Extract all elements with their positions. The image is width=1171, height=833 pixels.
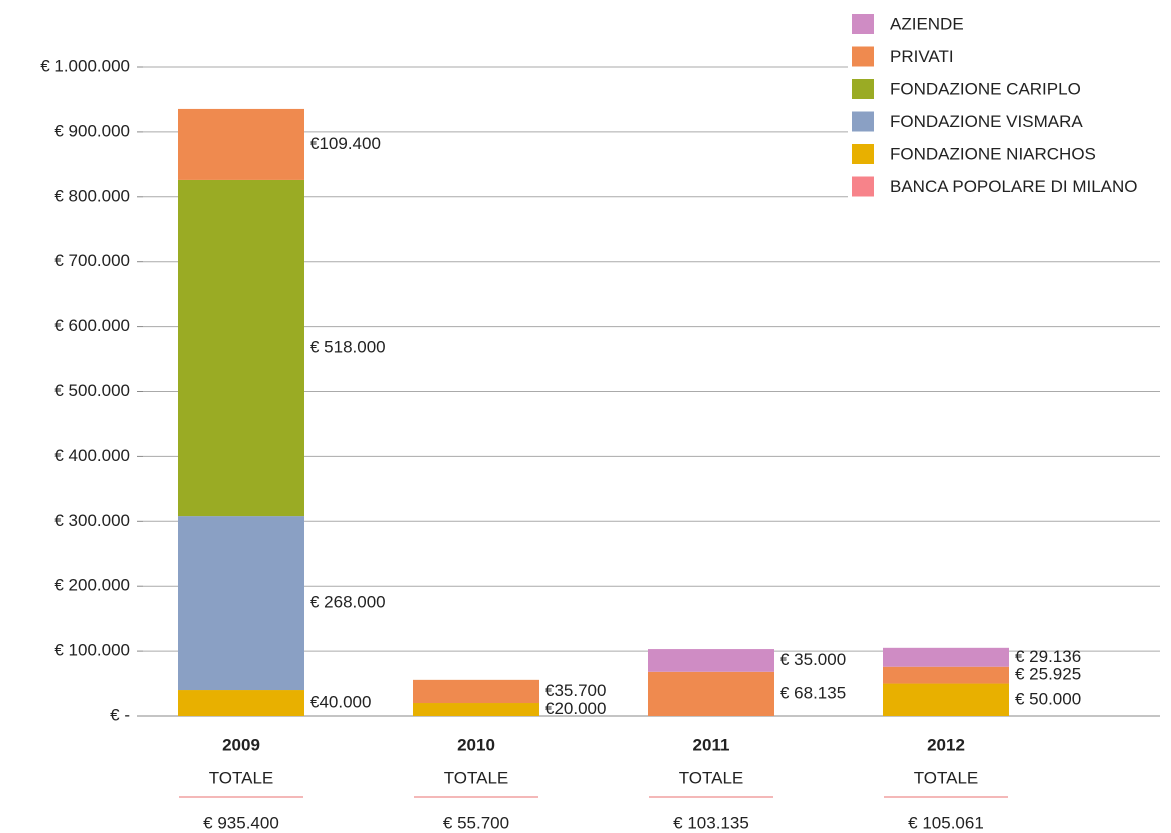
value-label: € 25.925 bbox=[1015, 665, 1081, 684]
legend-label: BANCA POPOLARE DI MILANO bbox=[890, 177, 1138, 196]
legend-label: PRIVATI bbox=[890, 47, 954, 66]
total-label: € 103.135 bbox=[673, 813, 749, 832]
legend-background bbox=[848, 0, 1171, 212]
y-tick-label: € 200.000 bbox=[54, 576, 130, 595]
total-heading: TOTALE bbox=[444, 768, 509, 787]
y-tick-label: € - bbox=[110, 705, 130, 724]
y-tick-label: € 800.000 bbox=[54, 186, 130, 205]
legend-swatch bbox=[852, 46, 874, 67]
legend-swatch bbox=[852, 144, 874, 164]
legend-label: FONDAZIONE NIARCHOS bbox=[890, 144, 1096, 163]
bar-segment bbox=[413, 679, 539, 704]
x-tick-label: 2011 bbox=[693, 735, 730, 754]
legend-swatch bbox=[852, 111, 874, 132]
legend-label: FONDAZIONE CARIPLO bbox=[890, 79, 1081, 98]
y-tick-label: € 1.000.000 bbox=[40, 56, 130, 75]
value-label: € 268.000 bbox=[310, 593, 386, 612]
value-label: €35.700 bbox=[545, 681, 606, 700]
legend-swatch bbox=[852, 176, 874, 197]
x-tick-label: 2010 bbox=[457, 735, 495, 754]
y-tick-label: € 100.000 bbox=[54, 641, 130, 660]
total-label: € 55.700 bbox=[443, 813, 509, 832]
bar-segment bbox=[178, 516, 304, 691]
total-label: € 935.400 bbox=[203, 813, 279, 832]
x-tick-label: 2009 bbox=[222, 735, 260, 754]
bar-segment bbox=[178, 108, 304, 180]
legend-swatch bbox=[852, 14, 874, 34]
y-tick-label: € 900.000 bbox=[54, 121, 130, 140]
value-label: €109.400 bbox=[310, 134, 381, 153]
y-tick-label: € 500.000 bbox=[54, 381, 130, 400]
legend-label: FONDAZIONE VISMARA bbox=[890, 112, 1083, 131]
legend-label: AZIENDE bbox=[890, 14, 964, 33]
bar-segment bbox=[648, 671, 774, 716]
value-label: € 68.135 bbox=[780, 683, 846, 702]
total-heading: TOTALE bbox=[914, 768, 979, 787]
value-label: € 29.136 bbox=[1015, 647, 1081, 666]
bar-segment bbox=[883, 647, 1009, 667]
legend-swatch bbox=[852, 79, 874, 99]
total-label: € 105.061 bbox=[908, 813, 984, 832]
x-tick-label: 2012 bbox=[927, 735, 965, 754]
bar-segment bbox=[648, 649, 774, 672]
total-heading: TOTALE bbox=[679, 768, 744, 787]
y-tick-label: € 400.000 bbox=[54, 446, 130, 465]
value-label: €20.000 bbox=[545, 699, 606, 718]
value-label: € 35.000 bbox=[780, 650, 846, 669]
value-label: € 50.000 bbox=[1015, 689, 1081, 708]
value-label: € 518.000 bbox=[310, 338, 386, 357]
value-label: €40.000 bbox=[310, 693, 371, 712]
bar-segment bbox=[883, 683, 1009, 716]
bar-segment bbox=[413, 703, 539, 716]
y-tick-label: € 300.000 bbox=[54, 511, 130, 530]
y-tick-label: € 700.000 bbox=[54, 251, 130, 270]
total-heading: TOTALE bbox=[209, 768, 274, 787]
bar-segment bbox=[178, 179, 304, 517]
bar-segment bbox=[178, 690, 304, 716]
bar-segment bbox=[883, 666, 1009, 684]
y-tick-label: € 600.000 bbox=[54, 316, 130, 335]
